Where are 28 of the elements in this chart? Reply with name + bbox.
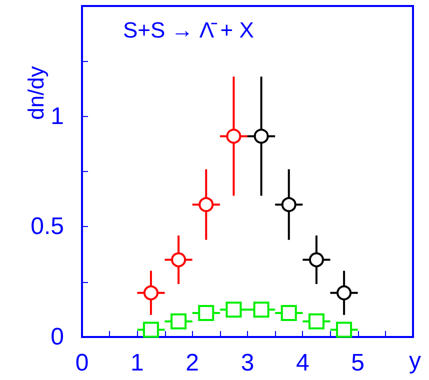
x-tick-label: 4: [296, 350, 310, 376]
point: [281, 197, 296, 212]
point: [336, 322, 352, 338]
y-tick-label: 0.5: [30, 213, 64, 240]
point: [198, 197, 214, 212]
point: [226, 302, 242, 318]
x-tick-label: 1: [130, 350, 144, 376]
y-tick-label: 0: [50, 324, 64, 350]
point: [170, 313, 187, 330]
y-tick-label: 1: [50, 102, 64, 130]
point: [253, 302, 270, 318]
x-axis-title: y: [409, 348, 421, 374]
x-tick-label: 0: [75, 350, 89, 376]
y-axis-title: dn/dy: [24, 66, 48, 120]
point: [226, 128, 242, 144]
text: S+S → Λ̄ + X: [123, 18, 254, 42]
point: [336, 285, 352, 300]
x-tick-label: 3: [240, 350, 254, 376]
point: [308, 313, 324, 330]
point: [142, 322, 159, 338]
point: [254, 128, 269, 144]
point: [143, 285, 158, 300]
point: [308, 252, 324, 268]
point: [280, 304, 297, 321]
x-tick-label: 2: [186, 350, 200, 376]
point: [171, 252, 186, 268]
point: [198, 304, 214, 321]
x-tick-label: 5: [351, 350, 365, 376]
